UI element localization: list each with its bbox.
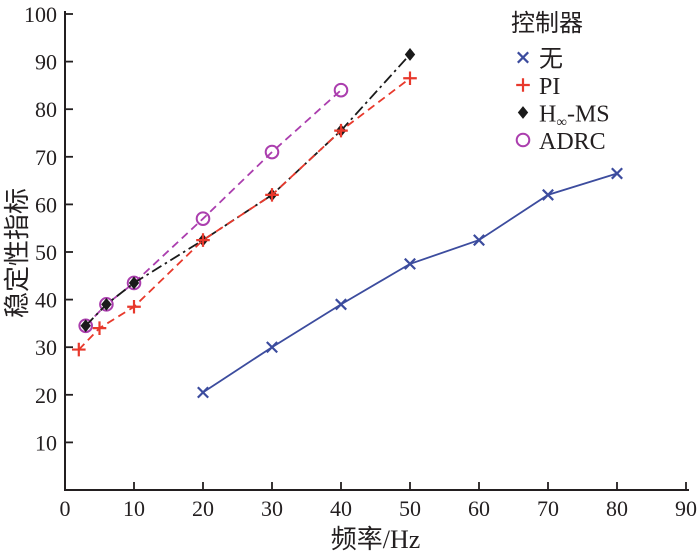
legend-item-adrc: ADRC	[515, 129, 606, 155]
x-tick-label: 30	[261, 496, 283, 521]
y-tick-label: 90	[35, 50, 57, 75]
legend-title: 控制器	[511, 10, 583, 37]
legend-item-none: 无	[517, 47, 563, 73]
series-pi	[72, 71, 417, 357]
y-axis-title: 稳定性指标	[3, 188, 32, 318]
diamond-marker-icon	[128, 276, 140, 290]
diamond-marker-icon	[404, 48, 416, 61]
x-tick-label: 80	[606, 496, 628, 521]
legend-item-hinf-ms: H∞-MS	[517, 102, 610, 131]
y-tick-label: 50	[35, 240, 57, 265]
x-tick-label: 90	[675, 496, 697, 521]
x-marker-icon	[197, 386, 209, 399]
x-tick-label: 70	[537, 496, 559, 521]
legend-label: H∞-MS	[539, 102, 610, 131]
x-tick-label: 40	[330, 496, 352, 521]
y-tick-label: 70	[35, 145, 57, 170]
x-marker-icon	[473, 234, 485, 247]
diamond-marker-icon	[101, 297, 112, 311]
plus-marker-icon	[516, 78, 530, 92]
plus-marker-icon	[127, 299, 141, 314]
x-marker-icon	[611, 167, 623, 180]
series-none	[197, 167, 623, 399]
x-marker-icon	[517, 51, 529, 64]
circle-marker-icon	[515, 132, 531, 148]
circle-marker-icon	[264, 144, 280, 160]
y-tick-label: 10	[35, 430, 57, 455]
diamond-marker-icon	[517, 106, 529, 119]
x-marker-icon	[335, 298, 347, 311]
circle-marker-icon	[195, 211, 211, 226]
plus-marker-icon	[334, 123, 348, 138]
x-marker-icon	[542, 188, 554, 201]
y-tick-label: 40	[35, 288, 57, 313]
x-tick-label: 0	[60, 496, 71, 521]
plus-marker-icon	[92, 321, 107, 335]
diamond-marker-icon	[80, 319, 91, 333]
y-tick-label: 100	[24, 2, 57, 27]
series-line	[85, 89, 342, 327]
series-line	[78, 77, 411, 351]
x-axis-title: 频率/Hz	[331, 525, 421, 554]
legend-label: PI	[539, 74, 560, 100]
axis-lines	[64, 11, 689, 491]
plus-marker-icon	[196, 233, 210, 247]
x-marker-icon	[404, 257, 416, 270]
y-tick-label: 20	[35, 383, 57, 408]
x-tick-label: 60	[468, 496, 490, 521]
plus-marker-icon	[72, 342, 86, 357]
x-tick-label: 10	[123, 496, 145, 521]
y-tick-label: 60	[35, 192, 57, 217]
series-line	[202, 172, 618, 394]
x-tick-label: 50	[399, 496, 421, 521]
x-tick-label: 20	[192, 496, 214, 521]
y-tick-label: 80	[35, 97, 57, 122]
x-marker-icon	[266, 341, 278, 354]
plus-marker-icon	[403, 71, 417, 86]
circle-marker-icon	[333, 82, 349, 98]
legend-label: 无	[539, 47, 563, 73]
legend-label: ADRC	[539, 129, 606, 155]
legend-item-pi: PI	[516, 74, 560, 100]
plus-marker-icon	[265, 188, 279, 202]
y-tick-label: 30	[35, 335, 57, 360]
